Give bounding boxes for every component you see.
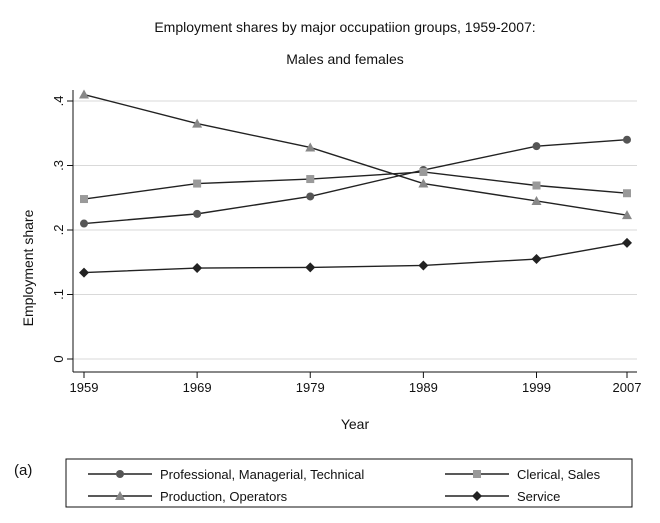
data-point (532, 181, 541, 190)
series-layer (79, 89, 632, 278)
series-circle (80, 135, 631, 228)
legend-label: Clerical, Sales (517, 467, 601, 482)
chart-title: Employment shares by major occupatiion g… (154, 19, 535, 35)
legend-marker (473, 470, 481, 478)
y-axis-label: Employment share (20, 209, 36, 326)
x-axis-label: Year (341, 416, 370, 432)
data-point (192, 118, 203, 128)
data-point (193, 209, 202, 218)
data-point (193, 179, 202, 188)
legend-box (65, 458, 633, 508)
x-tick-label: 1969 (183, 380, 212, 395)
chart-subtitle: Males and females (286, 51, 404, 67)
x-tick-label: 1979 (296, 380, 325, 395)
series-diamond (79, 237, 632, 278)
data-point (531, 254, 542, 265)
data-point (80, 219, 88, 228)
y-tick-label: .4 (51, 96, 66, 107)
y-tick-label: 0 (51, 355, 66, 362)
series-line (83, 242, 628, 274)
data-point (623, 189, 631, 198)
legend-label: Production, Operators (160, 489, 288, 504)
data-point (305, 262, 316, 273)
data-point (622, 237, 632, 248)
series-triangle (79, 89, 632, 220)
x-tick-label: 1999 (522, 380, 551, 395)
x-tick-label: 1959 (70, 380, 99, 395)
series-line (83, 139, 628, 225)
data-point (623, 135, 631, 144)
data-point (79, 267, 89, 278)
panel-label: (a) (14, 462, 32, 479)
series-square (80, 167, 631, 204)
x-tick-label: 2007 (613, 380, 642, 395)
legend-marker (116, 470, 124, 478)
legend-label: Professional, Managerial, Technical (160, 467, 364, 482)
legend-item: Professional, Managerial, Technical (88, 467, 364, 482)
data-point (80, 195, 88, 204)
data-point (622, 210, 632, 220)
data-point (418, 178, 429, 188)
y-tick-label: .2 (51, 225, 66, 236)
gridlines (73, 100, 637, 360)
data-point (419, 167, 428, 176)
data-point (305, 142, 316, 152)
legend: Professional, Managerial, Technical Cleri… (65, 458, 633, 508)
data-point (418, 260, 429, 271)
data-point (192, 263, 203, 274)
legend-marker (472, 491, 482, 501)
legend-item: Production, Operators (88, 489, 288, 504)
data-point (532, 142, 541, 151)
y-tick-label: .3 (51, 160, 66, 171)
data-point (79, 89, 89, 99)
legend-item: Clerical, Sales (445, 467, 601, 482)
data-point (306, 192, 315, 201)
y-axis: 0 .1 .2 .3 .4 (51, 90, 74, 372)
x-axis: 1959 1969 1979 1989 1999 2007 (70, 371, 642, 395)
series-line (83, 93, 628, 216)
legend-marker (115, 491, 125, 500)
x-tick-label: 1989 (409, 380, 438, 395)
data-point (531, 195, 542, 205)
legend-item: Service (445, 489, 560, 504)
data-point (306, 175, 315, 184)
legend-label: Service (517, 489, 560, 504)
series-line (83, 171, 628, 200)
y-tick-label: .1 (51, 289, 66, 300)
